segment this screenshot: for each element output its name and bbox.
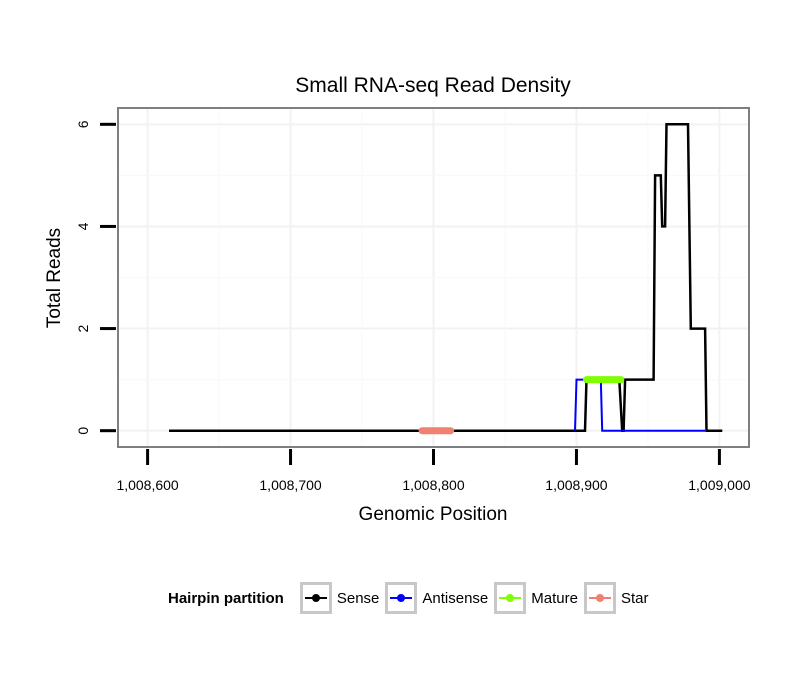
y-tick-label: 6	[75, 120, 91, 128]
legend-label: Antisense	[422, 589, 489, 607]
legend-item-star: Star	[583, 582, 649, 614]
axes: 1,008,600 1,008,700 1,008,800 1,008,900 1,00…	[75, 120, 751, 493]
legend-item-antisense: Antisense	[385, 582, 488, 614]
y-tick-label: 2	[75, 324, 91, 332]
legend-label: Sense	[336, 589, 380, 607]
legend-item-mature: Mature	[494, 582, 578, 614]
y-tick-label: 0	[75, 427, 91, 435]
x-tick-label: 1,008,700	[259, 477, 321, 493]
legend-label: Mature	[531, 589, 578, 607]
series-layer	[169, 123, 723, 435]
x-tick-label: 1,008,900	[545, 477, 607, 493]
legend-key-dot	[311, 594, 320, 602]
legend-key-dot	[595, 594, 604, 602]
legend-key-dot	[506, 594, 515, 602]
legend-key-mature	[494, 582, 527, 614]
legend: Hairpin partition Sense Antisense Mature…	[168, 578, 654, 618]
x-tick-label: 1,009,000	[688, 477, 750, 493]
legend-key-sense	[299, 582, 332, 614]
y-tick-label: 4	[75, 222, 91, 230]
legend-key-dot	[397, 594, 406, 602]
y-axis-label: Total Reads	[44, 228, 65, 328]
legend-item-sense: Sense	[299, 582, 380, 614]
x-tick-label: 1,008,600	[116, 477, 178, 493]
legend-key-star	[583, 582, 616, 614]
legend-label: Star	[620, 589, 649, 607]
x-axis-label: Genomic Position	[359, 504, 508, 525]
chart-title: Small RNA-seq Read Density	[295, 74, 571, 97]
x-tick-label: 1,008,800	[402, 477, 464, 493]
legend-key-antisense	[385, 582, 418, 614]
legend-title: Hairpin partition	[168, 589, 284, 607]
